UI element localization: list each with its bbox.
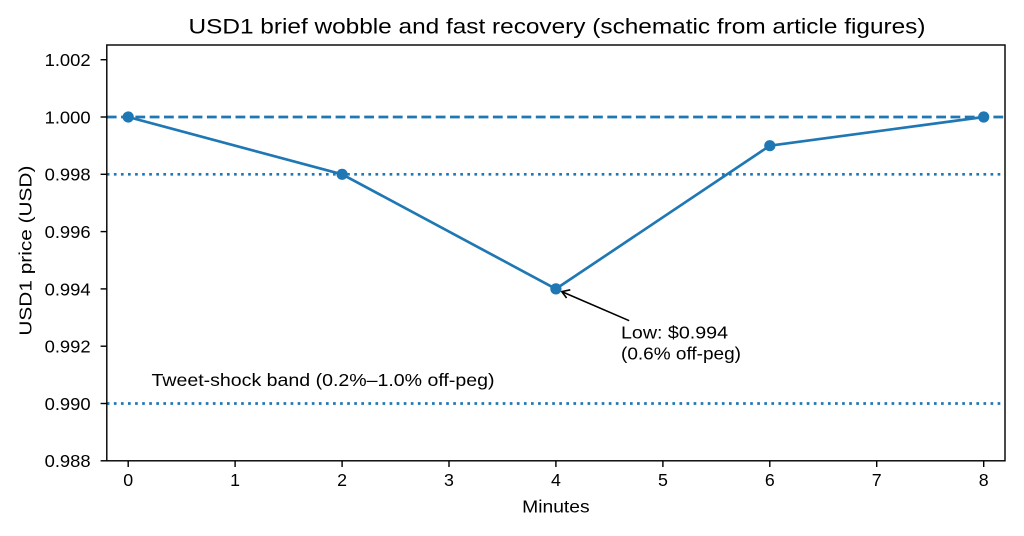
svg-text:1.000: 1.000	[45, 107, 91, 127]
svg-text:6: 6	[765, 470, 775, 490]
svg-text:8: 8	[979, 470, 989, 490]
svg-text:Low: $0.994: Low: $0.994	[621, 322, 728, 342]
svg-text:5: 5	[658, 470, 668, 490]
svg-text:0.998: 0.998	[45, 165, 91, 185]
svg-text:0: 0	[123, 470, 133, 490]
svg-text:2: 2	[337, 470, 347, 490]
svg-text:3: 3	[444, 470, 454, 490]
svg-text:(0.6% off-peg): (0.6% off-peg)	[621, 344, 741, 364]
svg-text:7: 7	[872, 470, 882, 490]
svg-text:0.996: 0.996	[45, 222, 91, 242]
svg-text:Minutes: Minutes	[522, 497, 590, 517]
svg-text:1: 1	[230, 470, 240, 490]
svg-text:0.994: 0.994	[45, 279, 91, 299]
svg-text:1.002: 1.002	[45, 50, 91, 70]
svg-text:0.992: 0.992	[45, 337, 91, 357]
svg-text:Tweet-shock band (0.2%–1.0% of: Tweet-shock band (0.2%–1.0% off-peg)	[152, 370, 495, 390]
svg-text:USD1 price (USD): USD1 price (USD)	[16, 166, 36, 336]
svg-text:0.988: 0.988	[45, 451, 91, 471]
svg-text:USD1 brief wobble and fast rec: USD1 brief wobble and fast recovery (sch…	[189, 15, 926, 39]
svg-text:0.990: 0.990	[45, 394, 91, 414]
svg-text:4: 4	[551, 470, 561, 490]
